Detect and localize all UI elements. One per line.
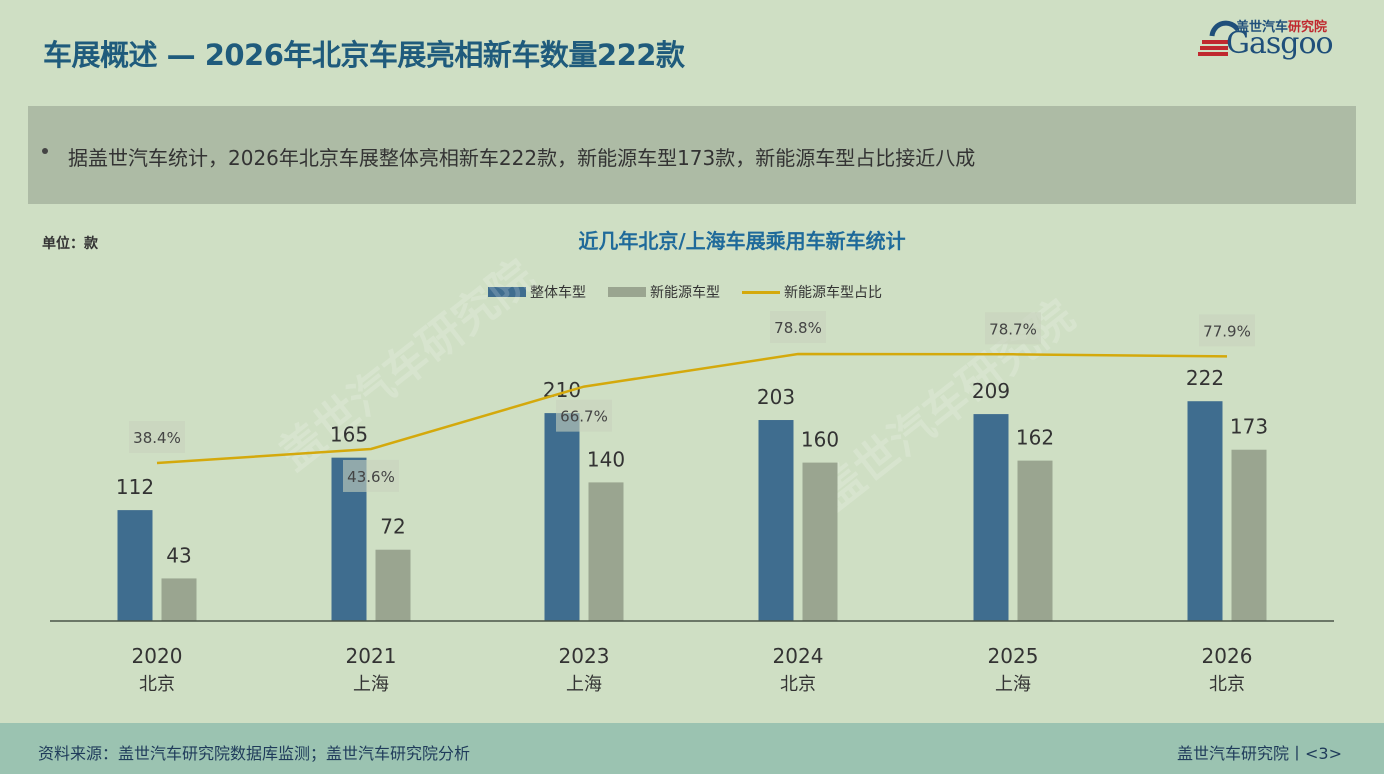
summary-text: 据盖世汽车统计，2026年北京车展整体亮相新车222款，新能源车型173款，新能… <box>68 146 976 170</box>
x-tick-city: 北京 <box>1209 674 1245 695</box>
logo-en-text: Gasgoo <box>1226 26 1334 61</box>
share-label-bg <box>129 421 185 453</box>
x-tick-city: 北京 <box>139 674 175 695</box>
legend-label: 新能源车型占比 <box>784 285 882 301</box>
x-tick-year: 2024 <box>773 644 824 668</box>
bar-nev-label: 173 <box>1230 415 1268 439</box>
logo-stripes-icon <box>1198 20 1238 56</box>
bar-total <box>1187 401 1223 621</box>
summary-box: 据盖世汽车统计，2026年北京车展整体亮相新车222款，新能源车型173款，新能… <box>28 106 1356 204</box>
share-label: 66.7% <box>560 408 608 426</box>
gasgoo-logo: 盖世汽车研究院 Gasgoo <box>1198 14 1348 64</box>
share-label-bg <box>1199 314 1255 347</box>
page-title: 车展概述 — 2026年北京车展亮相新车数量222款 <box>43 38 685 72</box>
x-tick-city: 北京 <box>780 674 816 695</box>
share-line <box>156 352 1228 465</box>
bullet-icon <box>42 148 48 154</box>
x-tick-year: 2025 <box>988 644 1039 668</box>
bar-nev-label: 72 <box>380 515 405 539</box>
x-tick-year: 2020 <box>132 644 183 668</box>
bar-nev <box>1017 460 1053 621</box>
bar-nev-label: 140 <box>587 447 625 471</box>
bar-nev-label: 43 <box>166 543 191 567</box>
bar-total-label: 203 <box>757 385 795 409</box>
bar-total <box>117 510 153 621</box>
page-number: 盖世汽车研究院丨<3> <box>1177 744 1342 763</box>
bar-total <box>544 413 580 621</box>
share-label-bg <box>556 399 612 432</box>
x-tick-city: 上海 <box>995 674 1031 695</box>
bar-total <box>973 414 1009 621</box>
x-tick-city: 上海 <box>566 674 602 695</box>
source-note: 资料来源：盖世汽车研究院数据库监测；盖世汽车研究院分析 <box>38 744 471 763</box>
share-label: 78.7% <box>989 320 1037 338</box>
share-label: 38.4% <box>133 429 181 447</box>
share-label: 77.9% <box>1203 322 1251 340</box>
legend-swatch-total <box>488 287 526 297</box>
share-label-bg <box>985 312 1041 345</box>
logo-cn-text: 盖世汽车研究院 <box>1236 20 1328 35</box>
chart-title: 近几年北京/上海车展乘用车新车统计 <box>578 229 906 253</box>
x-tick-year: 2023 <box>559 644 610 668</box>
bar-total-label: 222 <box>1186 366 1224 390</box>
unit-label: 单位：款 <box>42 236 98 252</box>
legend-item-total: 整体车型 <box>488 282 586 302</box>
legend-line-share <box>742 290 780 294</box>
x-tick-year: 2026 <box>1202 644 1253 668</box>
x-tick-city: 上海 <box>353 674 389 695</box>
legend-item-share: 新能源车型占比 <box>742 282 882 302</box>
bar-nev-label: 160 <box>801 428 839 452</box>
bar-nev <box>1231 449 1267 621</box>
bar-total-label: 165 <box>330 423 368 447</box>
bar-nev-label: 162 <box>1016 426 1054 450</box>
legend-swatch-nev <box>608 287 646 297</box>
bar-nev <box>588 482 624 621</box>
share-label: 43.6% <box>347 468 395 486</box>
share-label-bg <box>770 311 826 343</box>
share-label: 78.8% <box>774 319 822 337</box>
share-label-bg <box>343 459 399 492</box>
legend-item-nev: 新能源车型 <box>608 282 720 302</box>
bar-total <box>758 420 794 621</box>
bar-nev <box>161 578 197 621</box>
chart-legend: 整体车型 新能源车型 新能源车型占比 <box>488 282 904 302</box>
footer: 资料来源：盖世汽车研究院数据库监测；盖世汽车研究院分析 盖世汽车研究院丨<3> <box>0 723 1384 774</box>
bar-total-label: 112 <box>116 475 154 499</box>
bar-total-label: 209 <box>972 379 1010 403</box>
bar-nev <box>375 549 411 621</box>
bar-nev <box>802 462 838 621</box>
x-tick-year: 2021 <box>346 644 397 668</box>
legend-label: 整体车型 <box>530 285 586 301</box>
legend-label: 新能源车型 <box>650 285 720 301</box>
